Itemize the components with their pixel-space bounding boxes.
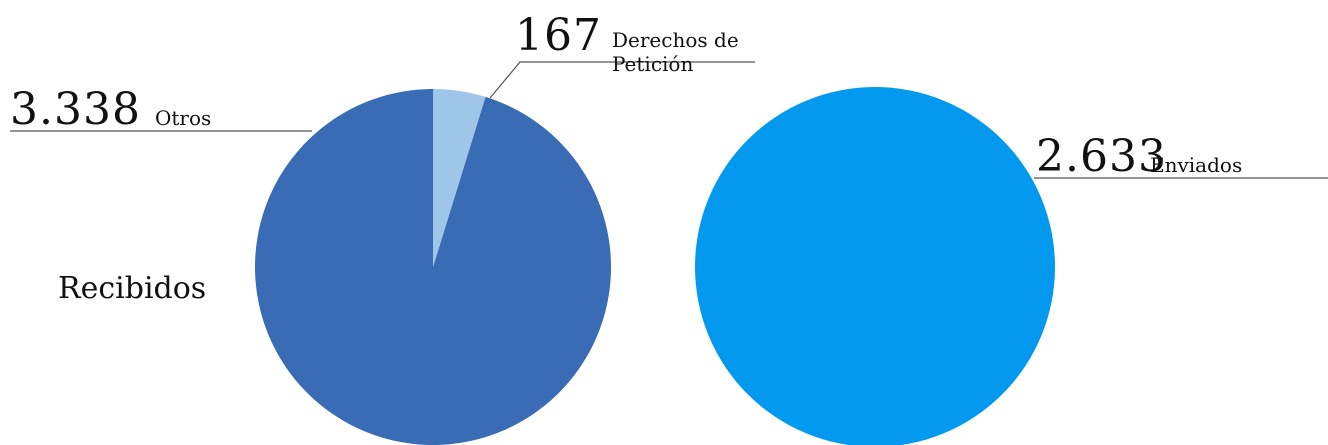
value-label: 3.338: [10, 84, 141, 135]
value-label: 167: [515, 10, 602, 61]
value-label: 2.633: [1036, 131, 1167, 182]
leader-line: [489, 61, 755, 99]
slice-label: Otros: [155, 106, 212, 130]
pie-slice: [695, 87, 1055, 445]
slice-label: Enviados: [1150, 153, 1243, 177]
chart-title: Recibidos: [58, 271, 207, 306]
slice-label: Derechos de Petición: [612, 28, 739, 76]
pie-slice: [433, 89, 486, 267]
leader-lines: [10, 61, 1328, 179]
